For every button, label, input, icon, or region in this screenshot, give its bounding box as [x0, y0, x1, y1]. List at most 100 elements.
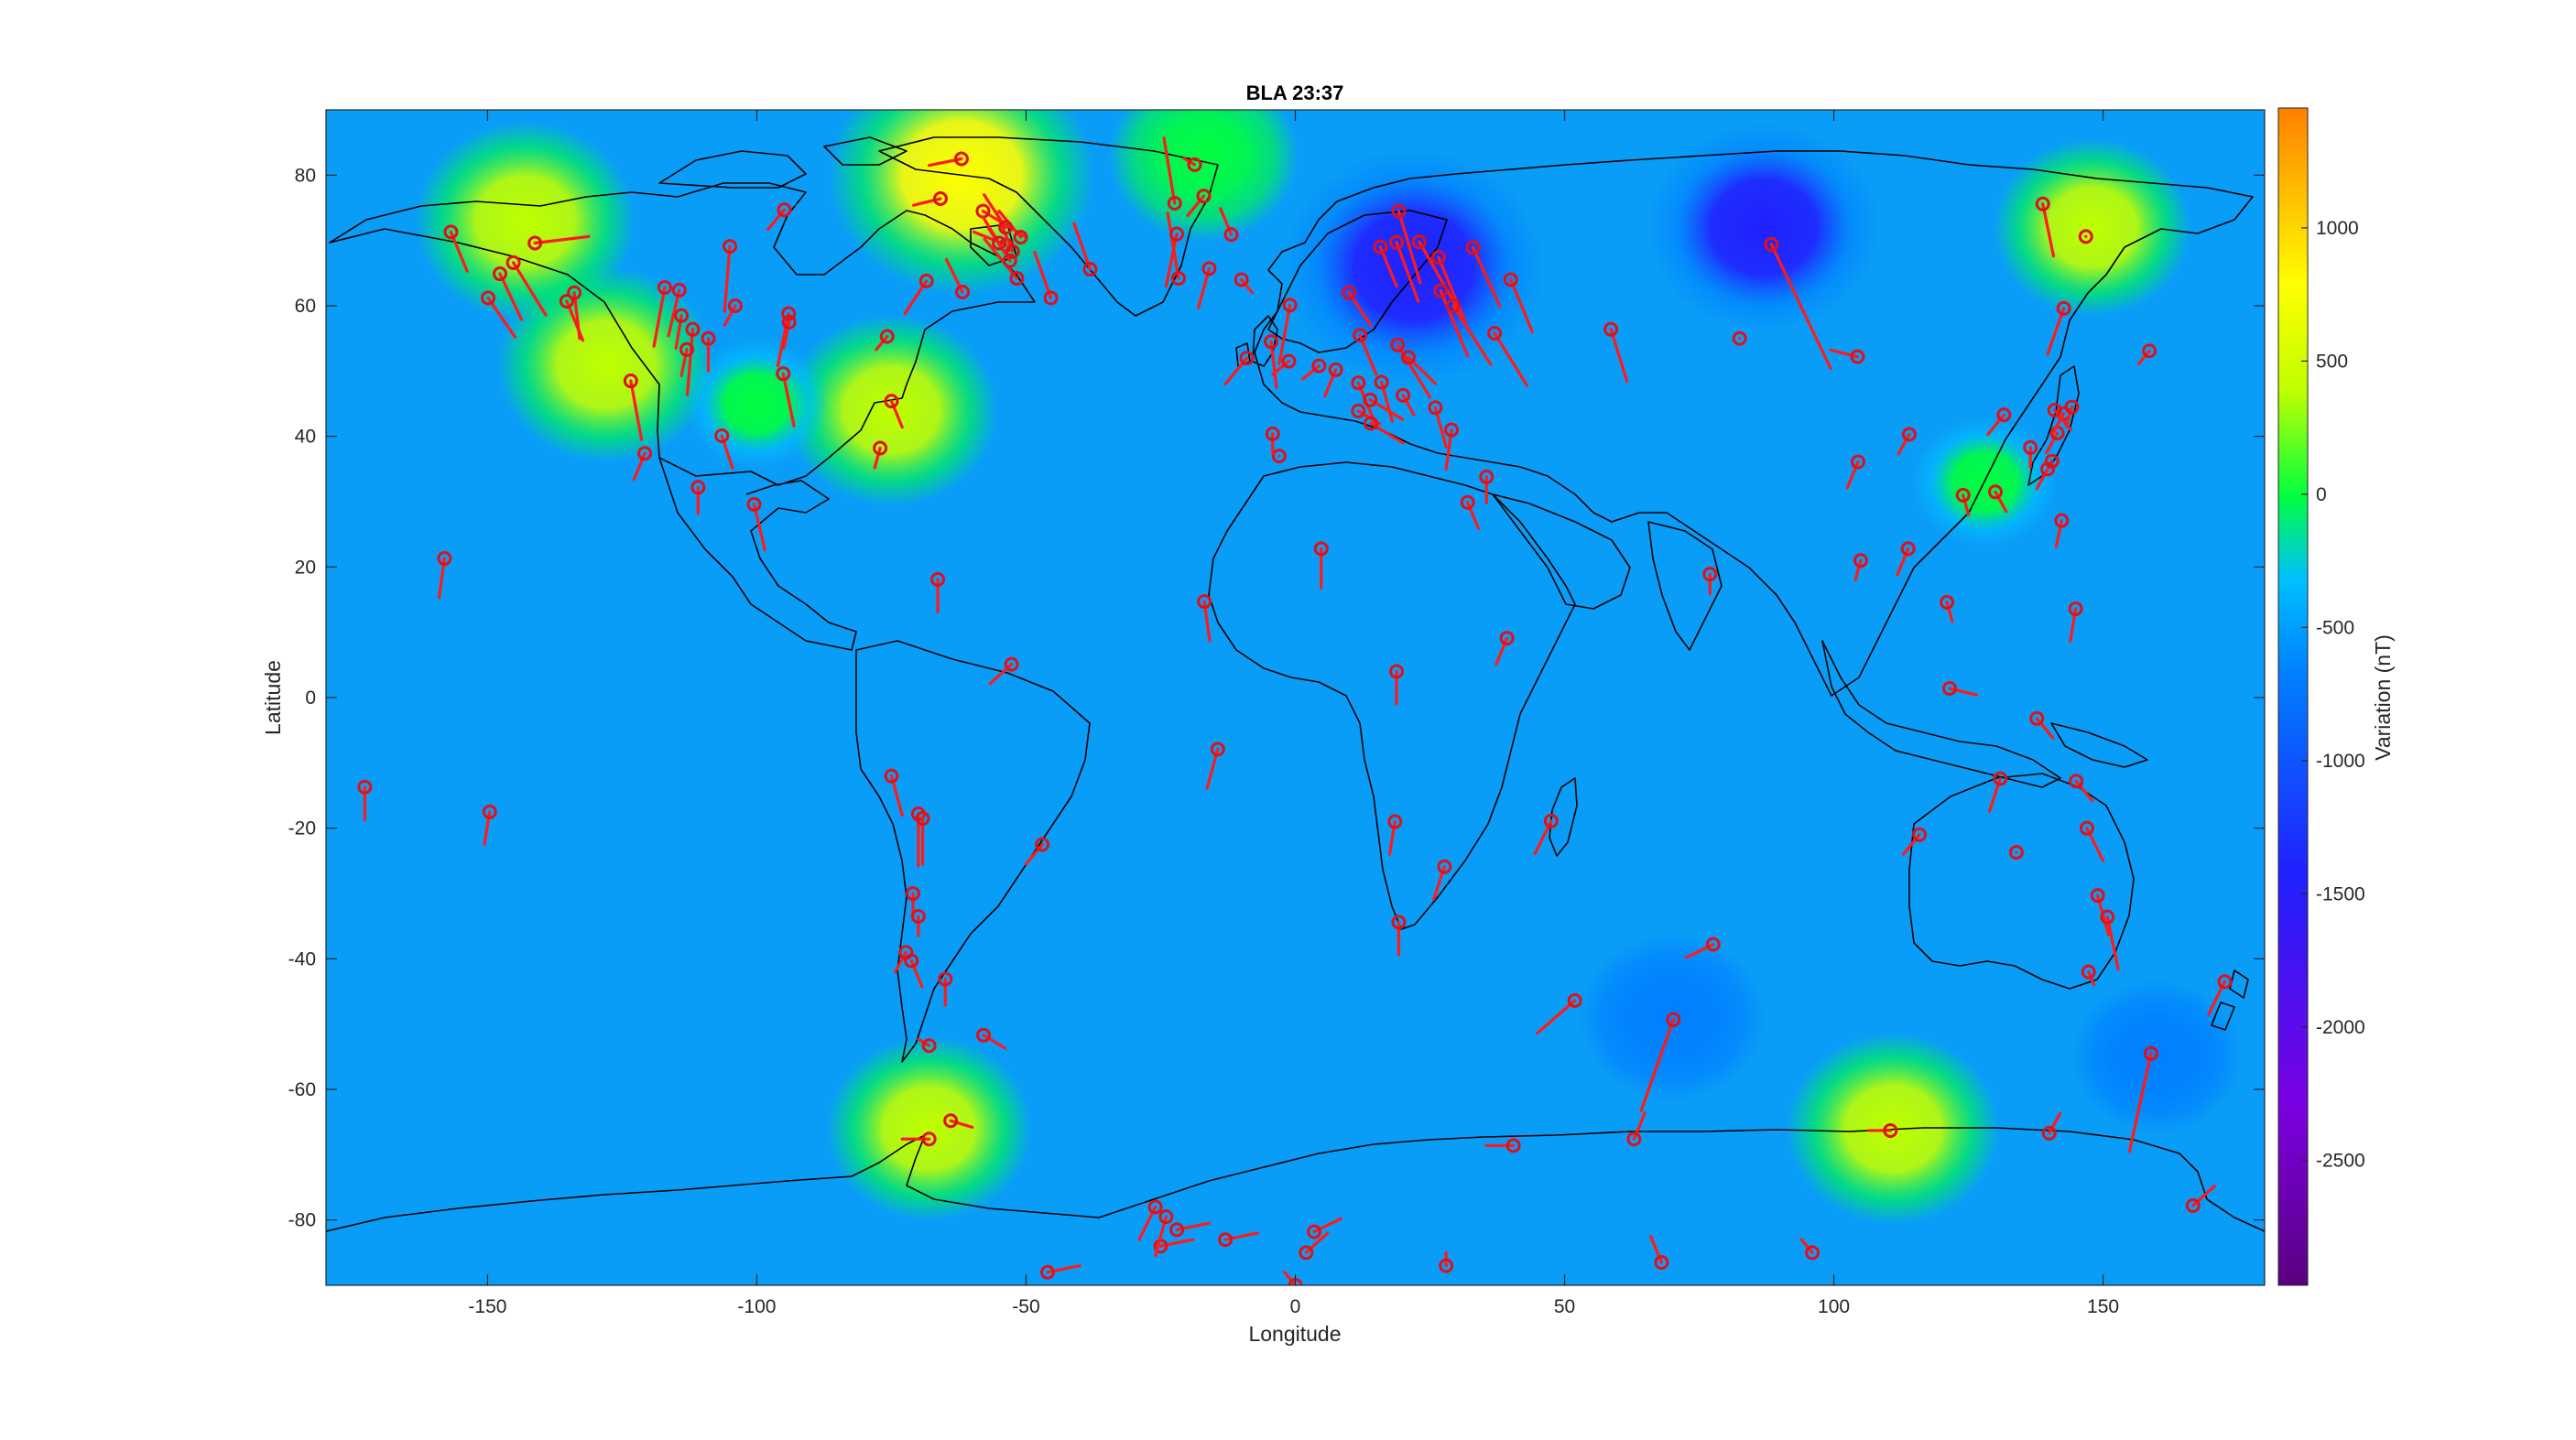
station-marker	[527, 235, 543, 251]
station-marker	[481, 290, 496, 306]
x-tick-label: -100	[737, 1296, 776, 1317]
x-tick-label: 100	[1818, 1296, 1850, 1317]
station-marker	[1004, 656, 1019, 672]
colorbar-tick-label: -500	[2316, 617, 2354, 638]
station-marker	[1196, 189, 1212, 204]
station-marker	[1603, 321, 1619, 337]
variation-field	[415, 110, 2244, 1225]
station-marker	[1342, 285, 1357, 300]
station-marker	[357, 779, 373, 795]
coastline-southeast-asia	[1821, 640, 2061, 788]
station-vector	[2074, 779, 2094, 803]
station-marker	[1400, 350, 1416, 365]
station-vector	[1240, 277, 1255, 295]
station-vector	[1439, 288, 1470, 358]
station-vector	[1897, 432, 1911, 456]
station-marker	[943, 1113, 959, 1129]
y-tick-label: -60	[288, 1079, 316, 1100]
station-marker	[1389, 234, 1405, 250]
station-marker	[1167, 196, 1182, 211]
station-marker	[559, 294, 574, 309]
station-marker	[884, 768, 899, 784]
station-vector	[1024, 842, 1044, 866]
station-marker	[1390, 337, 1406, 352]
station-marker	[1391, 203, 1407, 219]
station-marker	[671, 282, 687, 298]
colorbar-ticks: 1000 500 0 -500 -1000 -1500 -2000 -2500	[2301, 218, 2365, 1171]
station-marker	[1158, 1209, 1174, 1225]
coastline-arabia-india	[1492, 493, 1723, 651]
station-marker	[1353, 328, 1368, 343]
station-vector	[1033, 250, 1053, 300]
station-vector	[2136, 349, 2151, 366]
station-marker	[905, 886, 920, 901]
station-marker	[1444, 422, 1460, 438]
station-marker	[1411, 234, 1427, 250]
anomaly-blob	[1578, 933, 1766, 1102]
station-marker	[1654, 1255, 1669, 1271]
station-marker	[1666, 1012, 1681, 1027]
station-marker	[1391, 915, 1407, 930]
station-vector	[1901, 833, 1921, 856]
station-marker	[777, 202, 792, 218]
station-marker	[1626, 1131, 1642, 1147]
station-vector	[1269, 340, 1278, 389]
colorbar-tick-label: 1000	[2316, 218, 2359, 239]
station-marker	[2040, 461, 2056, 477]
station-marker	[1201, 261, 1217, 276]
station-marker	[1013, 230, 1028, 245]
y-tick-label: -40	[288, 948, 316, 969]
station-vector	[1509, 277, 1534, 334]
station-marker	[1234, 272, 1249, 287]
station-vector	[782, 320, 791, 350]
colorbar-tick-label: -1000	[2316, 751, 2365, 772]
station-vector	[2041, 202, 2056, 258]
station-vector	[2048, 1111, 2062, 1135]
station-marker	[1210, 742, 1225, 757]
colorbar-tick-label: -2000	[2316, 1017, 2365, 1038]
station-marker	[1373, 239, 1388, 254]
station-marker	[921, 1038, 937, 1054]
station-marker	[1039, 1264, 1055, 1280]
station-marker	[1351, 403, 1366, 418]
x-tick-label: 50	[1554, 1296, 1575, 1317]
station-vector	[2127, 1052, 2153, 1153]
coastline-eurasia	[1254, 150, 2254, 697]
station-vector	[1162, 136, 1177, 205]
station-marker	[679, 341, 694, 357]
station-vector	[781, 372, 796, 428]
station-marker	[998, 220, 1014, 235]
station-marker	[2064, 399, 2080, 415]
station-vector	[2051, 412, 2066, 435]
station-vector	[1609, 328, 1629, 384]
anomaly-blob	[826, 1036, 1032, 1221]
station-marker	[1430, 250, 1446, 265]
station-marker	[1487, 325, 1503, 341]
station-marker	[1265, 426, 1280, 441]
station-marker	[1197, 594, 1212, 610]
station-vector	[2054, 519, 2063, 548]
station-vector	[1271, 360, 1291, 376]
station-vector	[1471, 245, 1502, 309]
station-vector	[893, 950, 908, 974]
station-marker	[1993, 771, 2008, 786]
colorbar-gradient	[2277, 107, 2309, 1286]
station-marker	[443, 224, 459, 240]
station-marker	[915, 810, 930, 826]
station-vector	[776, 311, 790, 368]
station-vector	[533, 234, 591, 245]
anomaly-blob	[1109, 110, 1299, 241]
station-marker	[2079, 820, 2094, 836]
station-marker	[1043, 290, 1059, 306]
anomaly-blob	[1281, 147, 1547, 385]
y-axis: -80 -60 -40 -20 0 20 40 60 80	[288, 165, 2265, 1231]
station-marker	[1147, 1199, 1163, 1215]
station-marker	[1955, 487, 1971, 503]
station-marker	[690, 480, 706, 495]
station-marker	[1363, 416, 1378, 431]
station-marker	[873, 440, 888, 456]
station-vector	[652, 286, 667, 348]
station-marker	[2068, 601, 2083, 616]
y-tick-label: -20	[288, 818, 316, 839]
station-marker	[1187, 157, 1202, 172]
